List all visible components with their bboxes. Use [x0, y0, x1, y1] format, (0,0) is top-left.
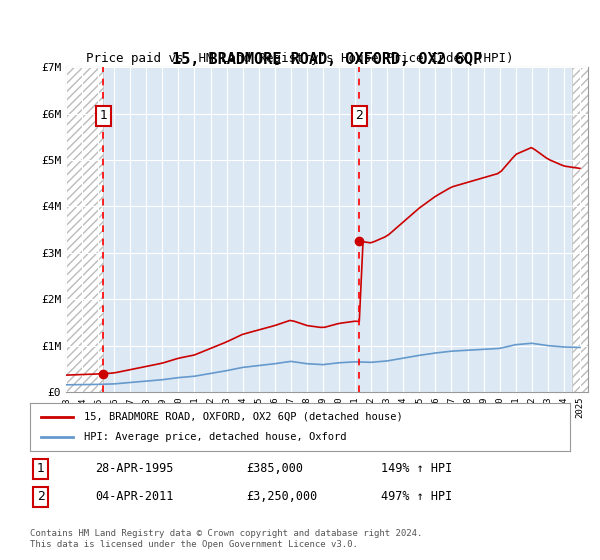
Title: 15, BRADMORE ROAD, OXFORD, OX2 6QP: 15, BRADMORE ROAD, OXFORD, OX2 6QP [172, 52, 482, 67]
Text: This data is licensed under the Open Government Licence v3.0.: This data is licensed under the Open Gov… [30, 540, 358, 549]
Text: 149% ↑ HPI: 149% ↑ HPI [381, 463, 452, 475]
Text: Price paid vs. HM Land Registry's House Price Index (HPI): Price paid vs. HM Land Registry's House … [86, 52, 514, 64]
Text: 1: 1 [100, 109, 107, 123]
Text: 497% ↑ HPI: 497% ↑ HPI [381, 491, 452, 503]
Text: 1: 1 [37, 463, 45, 475]
Text: 28-APR-1995: 28-APR-1995 [95, 463, 173, 475]
Text: 2: 2 [37, 491, 45, 503]
Text: 04-APR-2011: 04-APR-2011 [95, 491, 173, 503]
Text: £385,000: £385,000 [246, 463, 303, 475]
Text: 15, BRADMORE ROAD, OXFORD, OX2 6QP (detached house): 15, BRADMORE ROAD, OXFORD, OX2 6QP (deta… [84, 412, 403, 422]
Bar [66, 67, 103, 392]
Text: 2: 2 [355, 109, 363, 123]
Text: HPI: Average price, detached house, Oxford: HPI: Average price, detached house, Oxfo… [84, 432, 347, 442]
Text: £3,250,000: £3,250,000 [246, 491, 317, 503]
Text: Contains HM Land Registry data © Crown copyright and database right 2024.: Contains HM Land Registry data © Crown c… [30, 529, 422, 538]
